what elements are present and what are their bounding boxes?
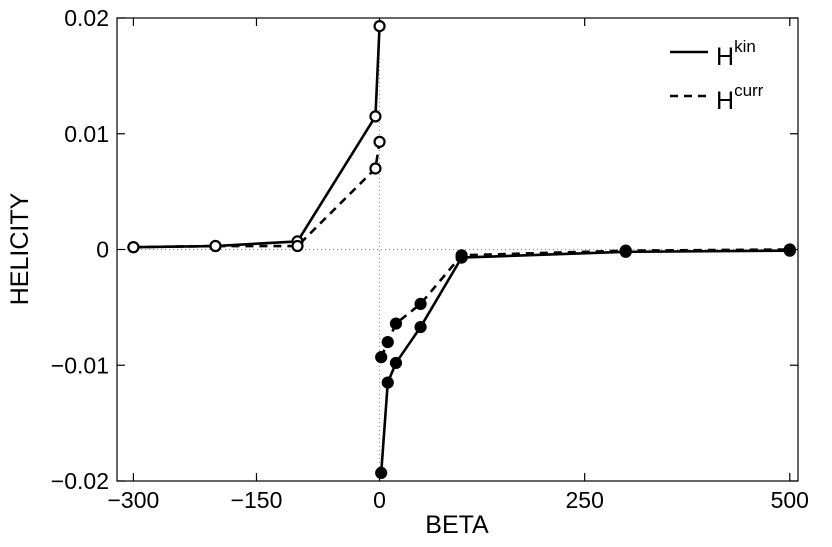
data-point bbox=[369, 110, 382, 123]
y-tick-label: 0 bbox=[96, 237, 109, 263]
data-point bbox=[373, 135, 386, 148]
data-point bbox=[389, 356, 403, 370]
data-point bbox=[373, 20, 386, 33]
data-point bbox=[455, 249, 468, 262]
x-tick-label: −300 bbox=[108, 487, 160, 513]
x-tick-label: 0 bbox=[373, 487, 386, 513]
zero-lines bbox=[117, 18, 798, 481]
data-point bbox=[381, 376, 394, 389]
data-point bbox=[414, 297, 427, 311]
axis-ticks: −300 −150 0 250 500 −0.02 −0.01 0 0.01 0.02 bbox=[51, 5, 809, 513]
data-point bbox=[127, 241, 140, 254]
data-point bbox=[369, 162, 382, 175]
data-point bbox=[414, 320, 427, 334]
x-axis-label: BETA bbox=[425, 511, 489, 539]
y-tick-label: −0.01 bbox=[51, 352, 109, 378]
series-line-1 bbox=[133, 141, 381, 249]
data-point bbox=[389, 317, 403, 330]
y-tick-label: 0.02 bbox=[64, 5, 109, 31]
x-tick-label: 500 bbox=[771, 487, 809, 513]
data-point bbox=[209, 239, 222, 253]
data-point bbox=[783, 243, 796, 256]
y-axis-label: HELICITY bbox=[6, 192, 34, 305]
legend-label-superscript: kin bbox=[734, 37, 756, 56]
x-tick-label: −150 bbox=[231, 487, 283, 513]
series-layer bbox=[127, 20, 796, 479]
data-point bbox=[381, 336, 394, 349]
y-tick-label: 0.01 bbox=[64, 121, 109, 147]
data-point bbox=[619, 244, 632, 257]
legend-label-superscript: curr bbox=[734, 81, 764, 100]
y-tick-label: −0.02 bbox=[51, 468, 109, 494]
x-tick-label: 250 bbox=[565, 487, 603, 513]
data-point bbox=[291, 239, 304, 253]
data-point bbox=[375, 351, 388, 364]
data-point bbox=[375, 466, 388, 479]
